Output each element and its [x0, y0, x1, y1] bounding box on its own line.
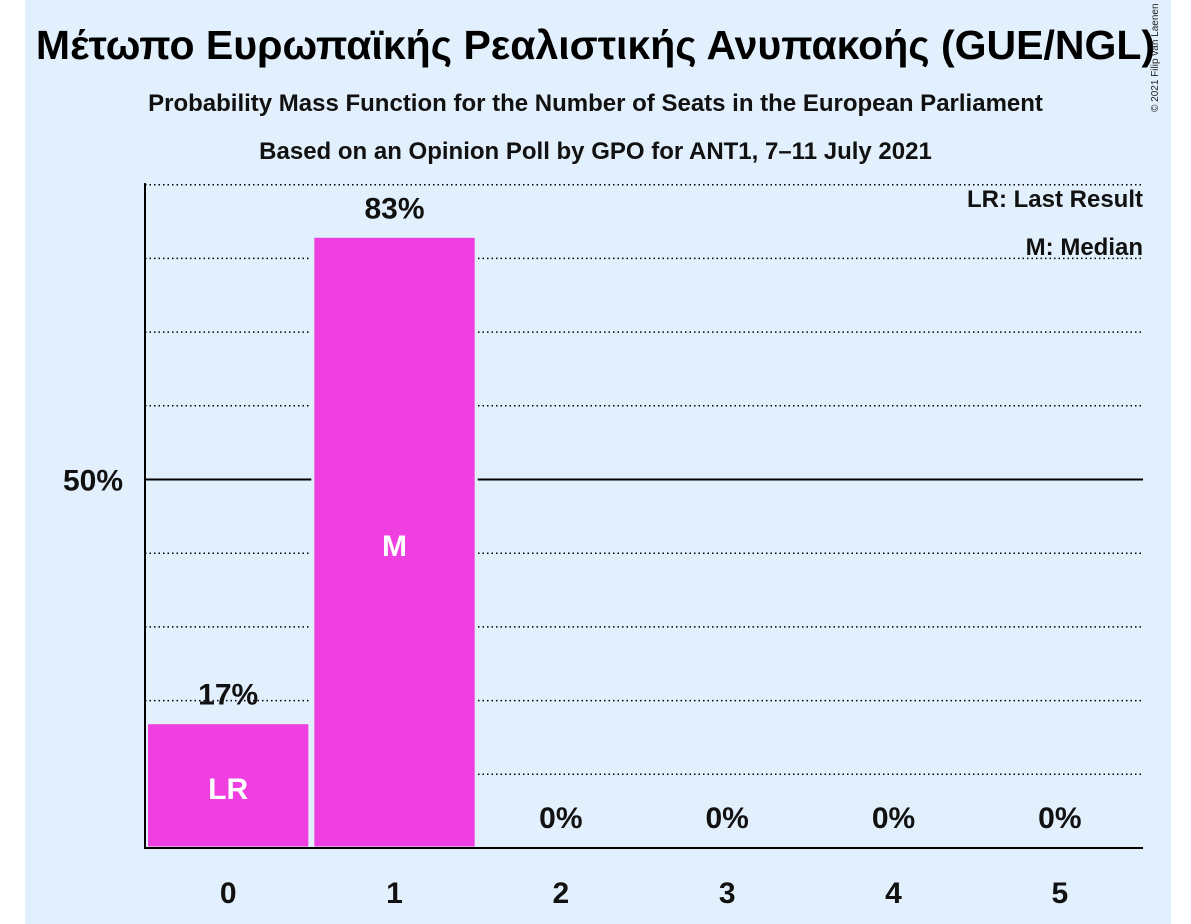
legend-last-result: LR: Last Result — [966, 186, 1143, 213]
x-tick-label: 5 — [1051, 877, 1068, 910]
bar-1 — [311, 234, 478, 850]
x-tick-label: 2 — [552, 877, 569, 910]
bar-marker-lr: LR — [208, 773, 248, 806]
y-tick-label: 50% — [63, 465, 123, 498]
chart-title: Μέτωπο Ευρωπαϊκής Ρεαλιστικής Ανυπακοής … — [35, 22, 1156, 68]
value-label: 0% — [539, 802, 582, 835]
x-tick-label: 1 — [386, 877, 403, 910]
bar-0 — [145, 721, 312, 850]
x-tick-label: 4 — [885, 877, 902, 910]
chart-subtitle: Probability Mass Function for the Number… — [148, 90, 1043, 117]
x-tick-label: 0 — [220, 877, 237, 910]
x-tick-label: 3 — [719, 877, 736, 910]
value-label: 0% — [705, 802, 748, 835]
bar-marker-m: M — [382, 530, 407, 563]
value-label: 0% — [1038, 802, 1081, 835]
value-label: 17% — [198, 679, 258, 712]
chart-legend: LR: Last Result M: Median — [967, 184, 1143, 280]
chart-source-subtitle: Based on an Opinion Poll by GPO for ANT1… — [259, 138, 932, 165]
value-label: 0% — [872, 802, 915, 835]
legend-median: M: Median — [1025, 234, 1143, 261]
value-label: 83% — [364, 192, 424, 225]
